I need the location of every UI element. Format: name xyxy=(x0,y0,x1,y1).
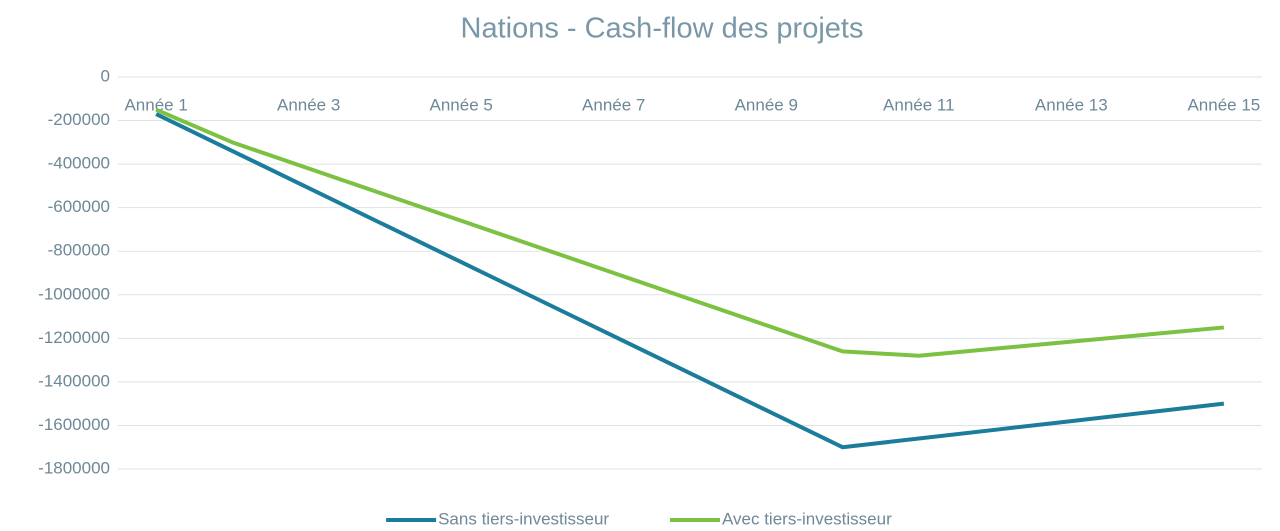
y-tick-label: -1000000 xyxy=(38,284,110,303)
y-tick-label: 0 xyxy=(101,66,110,85)
chart-title: Nations - Cash-flow des projets xyxy=(461,13,864,45)
y-tick-label: -1200000 xyxy=(38,328,110,347)
y-tick-label: -200000 xyxy=(48,110,110,129)
x-tick-label: Année 11 xyxy=(883,95,955,114)
y-tick-label: -800000 xyxy=(48,241,110,260)
y-tick-label: -600000 xyxy=(48,197,110,216)
x-tick-label: Année 1 xyxy=(124,95,187,114)
legend-label: Sans tiers-investisseur xyxy=(438,509,609,528)
x-tick-label: Année 7 xyxy=(582,95,645,114)
y-tick-label: -1800000 xyxy=(38,458,110,477)
x-tick-label: Année 5 xyxy=(430,95,493,114)
y-tick-label: -1400000 xyxy=(38,371,110,390)
x-tick-label: Année 13 xyxy=(1035,95,1108,114)
series-line xyxy=(155,112,1225,450)
legend-label: Avec tiers-investisseur xyxy=(722,509,892,528)
series-line xyxy=(155,107,1225,358)
x-tick-label: Année 9 xyxy=(735,95,798,114)
y-tick-label: -1600000 xyxy=(38,415,110,434)
x-tick-label: Année 3 xyxy=(277,95,340,114)
y-tick-label: -400000 xyxy=(48,154,110,173)
x-tick-label: Année 15 xyxy=(1187,95,1260,114)
